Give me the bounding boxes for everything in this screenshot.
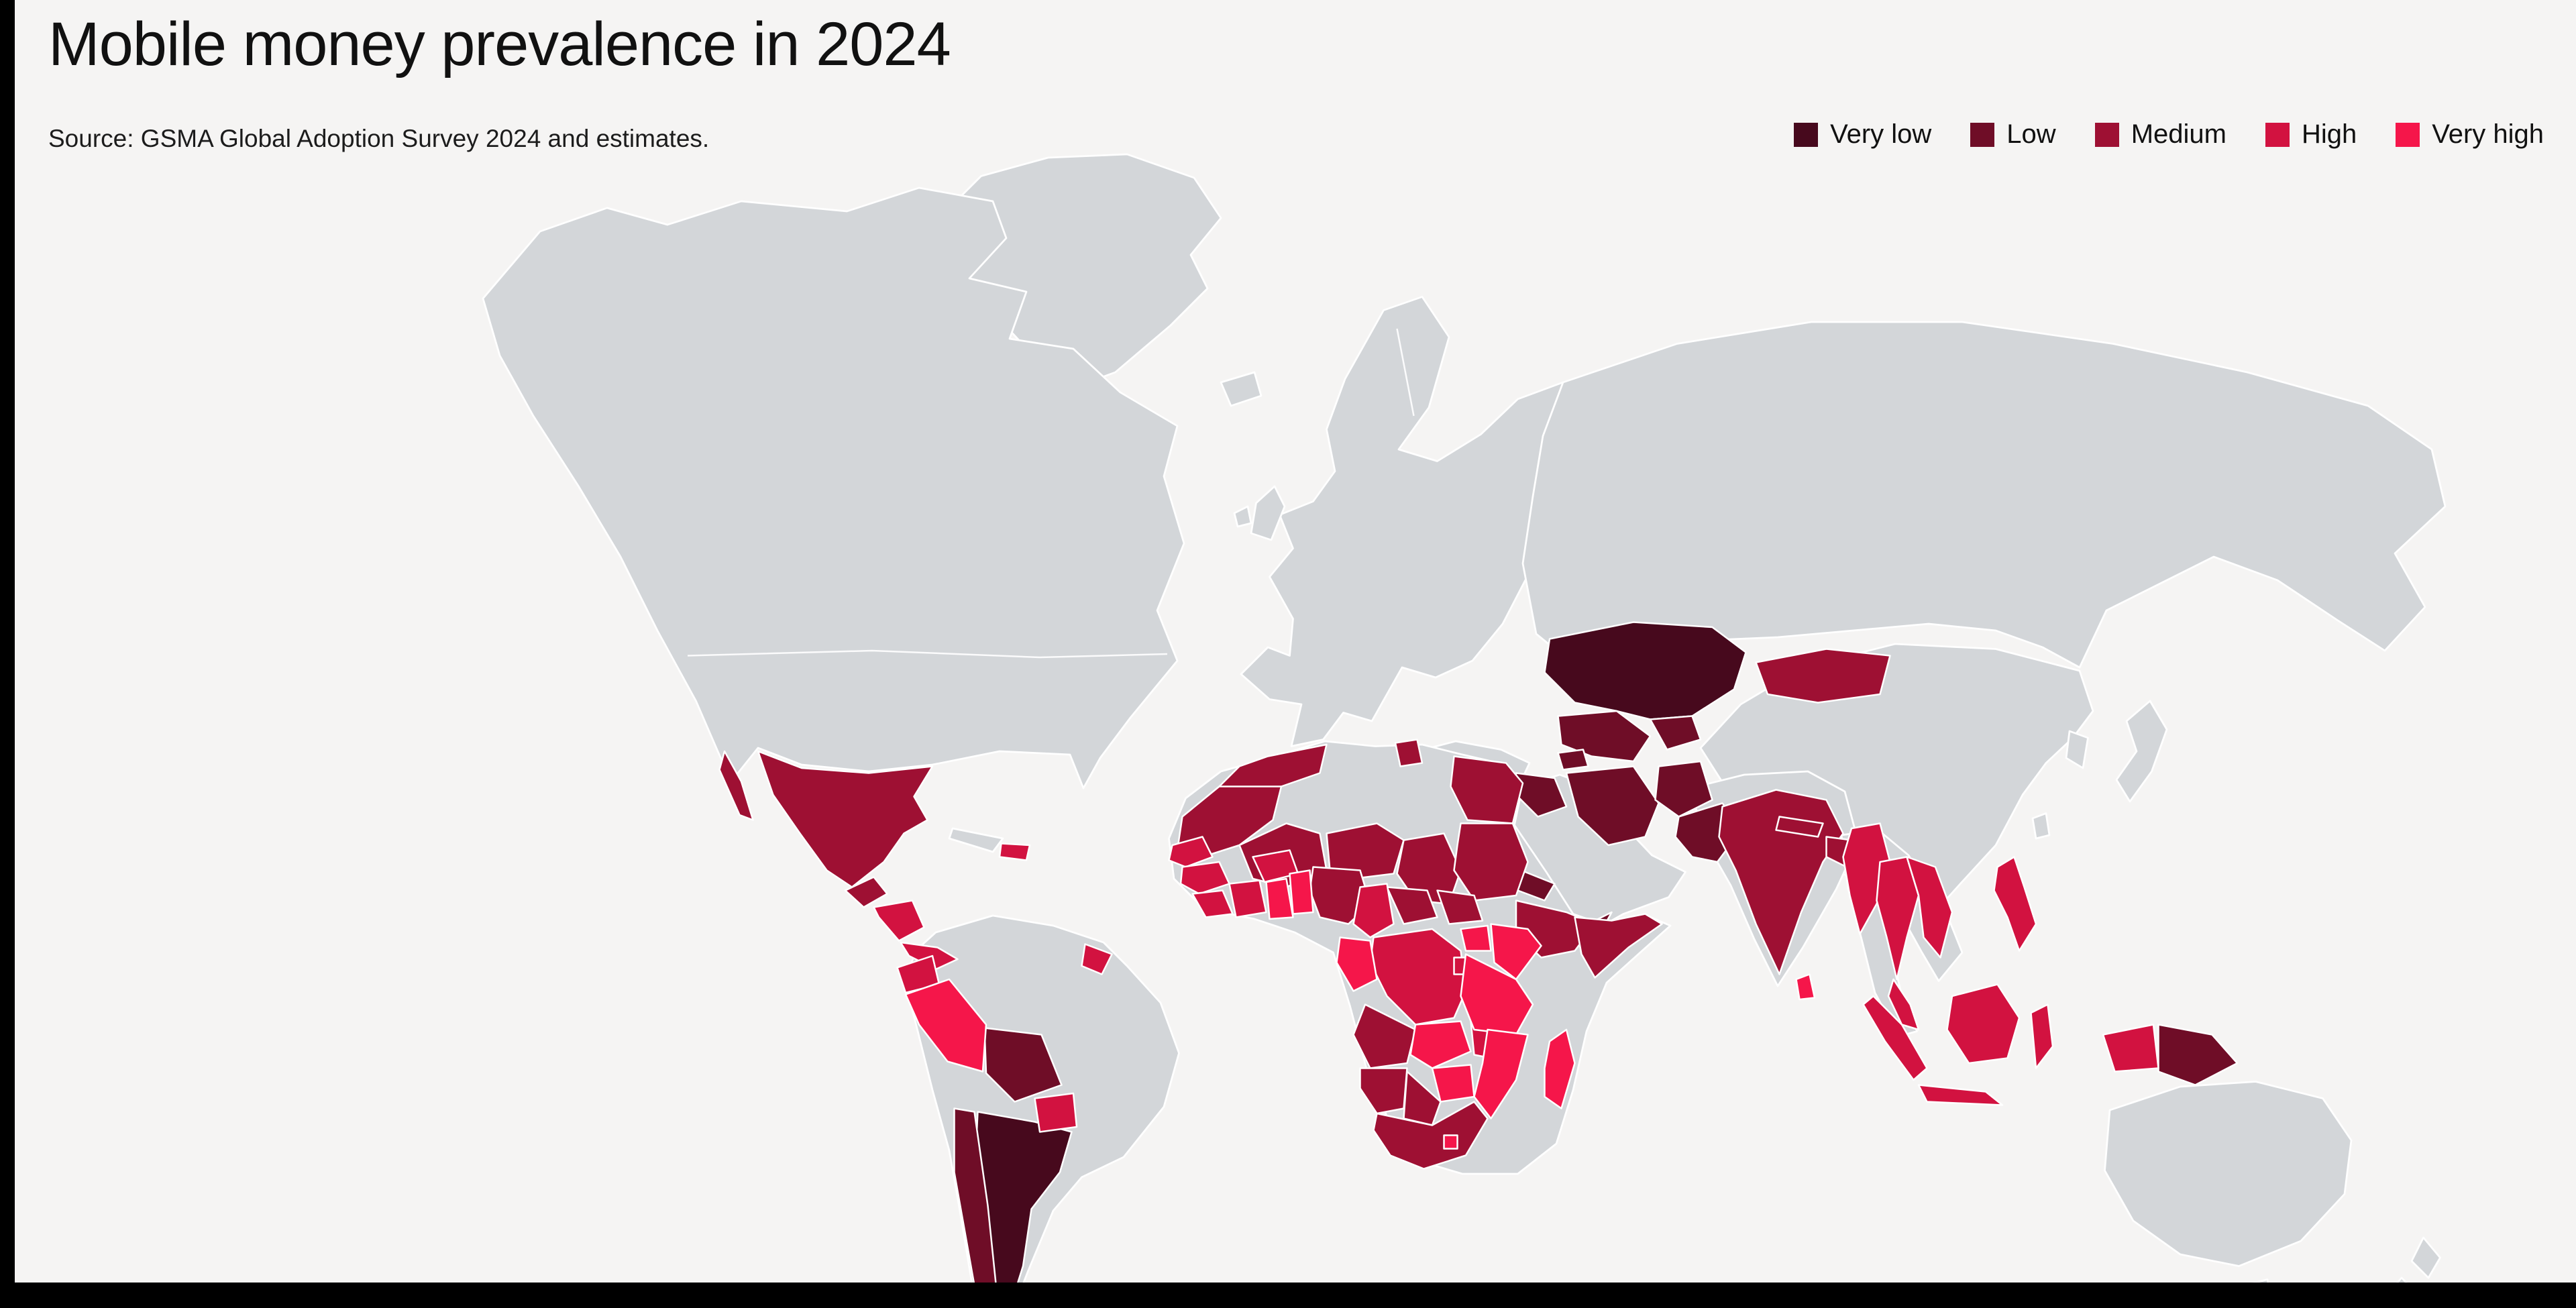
legend-swatch [2265,122,2290,147]
country-senegal-gambia[interactable] [1168,836,1214,868]
country-malaysia[interactable] [1887,978,1920,1031]
country-tunisia[interactable] [1394,739,1424,767]
legend-swatch [1970,122,1995,147]
legend-item-low[interactable]: Low [1970,119,2056,150]
legend-label: Low [2006,119,2056,149]
country-sierra-leone-liberia[interactable] [1191,889,1234,918]
country-madagascar[interactable] [1544,1028,1576,1109]
landmass-iceland [1220,371,1263,407]
country-myanmar[interactable] [1842,822,1891,935]
country-kyrgyzstan-tajikistan[interactable] [1649,715,1702,751]
country-indonesia[interactable] [1862,983,2159,1106]
country-kazakhstan[interactable] [1544,621,1747,720]
legend-item-medium[interactable]: Medium [2094,119,2226,150]
country-philippines[interactable] [1993,856,2037,952]
country-namibia[interactable] [1359,1067,1408,1115]
country-somalia[interactable] [1574,913,1663,979]
country-zambia[interactable] [1409,1020,1472,1069]
country-mexico[interactable] [718,750,934,888]
country-afghanistan[interactable] [1654,760,1713,818]
legend-label: Very low [1830,119,1932,149]
legend-label: High [2301,119,2357,149]
legend-item-very-high[interactable]: Very high [2396,119,2544,150]
legend-item-very-low[interactable]: Very low [1794,119,1931,150]
landmass-europe [1240,296,1591,747]
left-edge-bar [0,0,15,1308]
country-azerbaijan[interactable] [1557,749,1589,771]
internal-border-line [687,649,1168,659]
country-sudan[interactable] [1453,822,1529,902]
internal-border-line [1269,576,1294,620]
country-uzbekistan-turkmenistan[interactable] [1557,710,1652,763]
country-papua-new-guinea[interactable] [2157,1024,2239,1086]
country-south-africa[interactable] [1373,1101,1489,1170]
country-c-te-d-ivoire[interactable] [1228,879,1267,918]
country-zimbabwe[interactable] [1431,1064,1475,1103]
country-mozambique[interactable] [1473,1028,1529,1120]
country-south-sudan[interactable] [1436,889,1484,925]
country-chile[interactable] [953,1107,999,1308]
country-lesotho-eswatini[interactable] [1443,1134,1458,1150]
legend-item-high[interactable]: High [2265,119,2357,150]
country-guatemala[interactable] [844,876,888,908]
landmass-korea [2065,730,2089,769]
country-paraguay[interactable] [1034,1092,1078,1133]
country-guyana[interactable] [1081,943,1113,975]
country-sri-lanka[interactable] [1795,973,1816,1001]
landmass-japan [2115,700,2168,803]
country-iran[interactable] [1565,765,1660,847]
country-nepal[interactable] [1775,816,1824,838]
country-vietnam-cambodia[interactable] [1906,856,1953,959]
country-central-african-republic[interactable] [1386,886,1438,925]
legend-swatch [1794,122,1819,147]
country-angola[interactable] [1352,1003,1417,1069]
country-gabon-congo[interactable] [1336,936,1378,992]
legend-label: Medium [2131,119,2226,149]
landmass-cuba [948,827,1004,853]
country-peru[interactable] [904,978,987,1073]
legend-swatch [2396,122,2420,147]
country-honduras-nicaragua[interactable] [873,900,925,942]
landmass-british-isles [1233,485,1286,541]
legend: Very low Low Medium High Very high [1794,119,2544,150]
legend-label: Very high [2432,119,2544,149]
bottom-edge-bar [0,1283,2576,1308]
country-uganda[interactable] [1460,924,1492,952]
page-title: Mobile money prevalence in 2024 [48,10,951,78]
landmass-russia-north-asia [1521,321,2447,669]
landmass-australia [2104,1081,2353,1303]
legend-swatch [2094,122,2119,147]
country-mongolia[interactable] [1755,648,1891,704]
source-caption: Source: GSMA Global Adoption Survey 2024… [48,125,710,152]
country-costa-rica-panama[interactable] [900,941,959,971]
country-ghana[interactable] [1265,877,1294,920]
landmass-taiwan [2031,812,2051,840]
country-haiti-dominican-republic[interactable] [998,842,1031,861]
country-benin-togo[interactable] [1289,869,1314,915]
internal-border-line [1396,328,1415,417]
country-cameroon[interactable] [1352,883,1395,938]
country-kenya[interactable] [1490,923,1542,981]
landmass-north-america [482,186,1185,789]
country-guinea[interactable] [1179,861,1230,895]
country-bolivia[interactable] [983,1027,1063,1103]
